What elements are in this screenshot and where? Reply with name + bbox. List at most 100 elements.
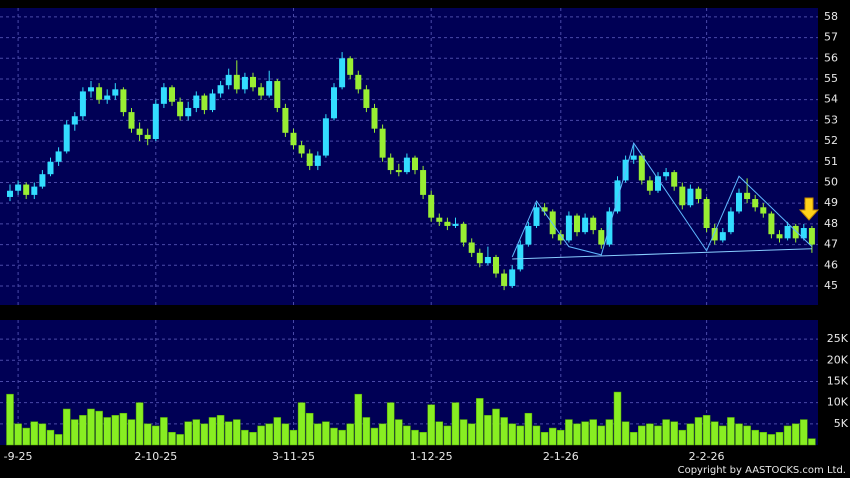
volume-bar — [686, 423, 695, 446]
candle-body — [808, 228, 815, 245]
volume-bar — [176, 434, 184, 446]
volume-bar — [629, 432, 638, 446]
volume-bar — [71, 419, 79, 446]
candle-body — [355, 74, 362, 90]
candle-body — [476, 252, 483, 264]
candle-body — [266, 81, 273, 96]
candle-body — [112, 89, 119, 96]
y-tick-label: 51 — [824, 155, 838, 168]
volume-bar — [192, 419, 201, 446]
volume-bar — [289, 429, 298, 446]
candle-body — [144, 134, 151, 140]
candle-body — [752, 199, 759, 208]
candle-body — [233, 74, 240, 90]
candle-body — [128, 112, 135, 129]
candle-body — [79, 91, 86, 117]
candle-body — [169, 87, 175, 102]
volume-tick-label: 20K — [827, 353, 849, 366]
volume-tick-label: 25K — [827, 332, 849, 345]
candle-body — [331, 87, 337, 119]
candle-body — [23, 184, 30, 195]
candle-body — [136, 128, 143, 135]
volume-bar — [743, 425, 751, 446]
candle-body — [250, 76, 256, 88]
candle-body — [160, 87, 167, 104]
volume-bar — [751, 429, 759, 446]
volume-bar — [621, 421, 630, 446]
volume-bar — [646, 423, 654, 446]
candle-body — [671, 172, 678, 187]
y-tick-label: 57 — [824, 31, 838, 44]
candle-body — [517, 244, 524, 270]
volume-bar — [767, 434, 776, 446]
volume-bar — [605, 419, 614, 446]
volume-bar — [184, 421, 192, 446]
candle-body — [760, 207, 767, 214]
candle-body — [274, 81, 281, 108]
volume-bar — [557, 429, 565, 446]
y-tick-label: 49 — [824, 196, 838, 209]
candle-body — [727, 211, 734, 233]
volume-bar — [143, 423, 152, 446]
candle-body — [314, 155, 321, 166]
volume-bar — [249, 432, 257, 446]
volume-bar — [241, 429, 249, 446]
volume-bar — [516, 425, 525, 446]
volume-bar — [160, 417, 168, 446]
x-tick-label: -9-25 — [4, 450, 33, 463]
candle-body — [679, 186, 686, 206]
volume-bar — [532, 425, 541, 446]
volume-bar — [30, 421, 39, 446]
volume-bar — [103, 417, 111, 446]
volume-bar — [613, 391, 622, 446]
candle-body — [371, 107, 378, 129]
candle-body — [549, 211, 556, 235]
candle-body — [541, 207, 548, 212]
volume-bar — [95, 410, 103, 446]
candle-body — [614, 180, 621, 212]
candle-body — [768, 213, 775, 235]
candle-body — [484, 256, 491, 264]
candle-body — [590, 217, 597, 231]
volume-bar — [14, 423, 22, 446]
volume-bar — [775, 432, 784, 446]
candle-body — [646, 180, 653, 191]
volume-bar — [119, 412, 128, 446]
volume-bar — [378, 423, 387, 446]
candle-body — [152, 103, 159, 140]
y-tick-label: 45 — [824, 279, 838, 292]
volume-bar — [443, 425, 452, 446]
volume-bar — [370, 427, 379, 446]
volume-bar — [435, 421, 444, 446]
volume-bar — [662, 419, 670, 446]
volume-bar — [305, 412, 314, 446]
candle-body — [339, 58, 346, 88]
trendline — [512, 248, 812, 260]
y-tick-label: 55 — [824, 72, 838, 85]
volume-bar — [257, 425, 265, 446]
volume-bar — [735, 423, 743, 446]
volume-bar — [467, 423, 476, 446]
volume-bar — [22, 427, 30, 446]
candle-body — [39, 174, 46, 187]
volume-bar — [411, 429, 419, 446]
y-tick-label: 53 — [824, 113, 838, 126]
candle-body — [687, 188, 694, 206]
candle-body — [501, 273, 508, 286]
candle-body — [574, 215, 580, 233]
volume-bar — [702, 415, 711, 446]
volume-bar — [573, 423, 581, 446]
candle-body — [452, 223, 459, 226]
candle-body — [298, 145, 305, 154]
candle-body — [88, 87, 94, 92]
volume-bar — [362, 417, 371, 446]
candle-body — [468, 242, 475, 253]
candle-body — [201, 95, 208, 111]
candle-body — [306, 153, 313, 166]
price-panel — [0, 8, 818, 305]
volume-bar — [492, 408, 500, 446]
volume-bar — [654, 425, 662, 446]
candle-body — [363, 89, 370, 108]
candle-body — [403, 157, 410, 173]
